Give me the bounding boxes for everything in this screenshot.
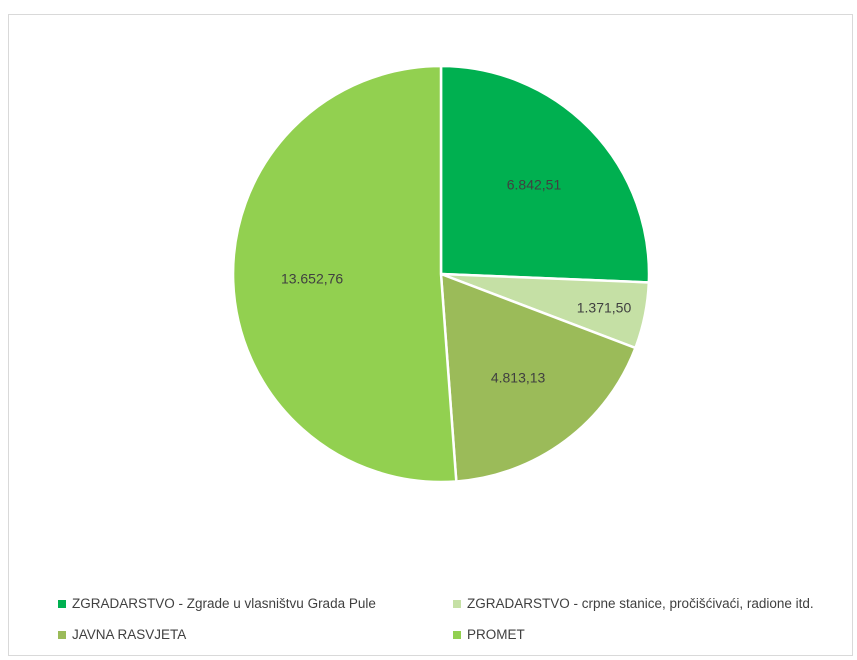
data-label: 1.371,50 <box>577 299 632 315</box>
pie-slice <box>231 64 458 484</box>
pie-data-labels: 6.842,51 1.371,50 4.813,13 13.652,76 <box>281 177 632 386</box>
data-label: 6.842,51 <box>507 177 562 193</box>
pie-slice <box>439 64 651 284</box>
pie-slice <box>439 272 638 483</box>
pie-slices <box>231 64 651 484</box>
data-label: 4.813,13 <box>491 369 546 385</box>
data-label: 13.652,76 <box>281 271 343 287</box>
